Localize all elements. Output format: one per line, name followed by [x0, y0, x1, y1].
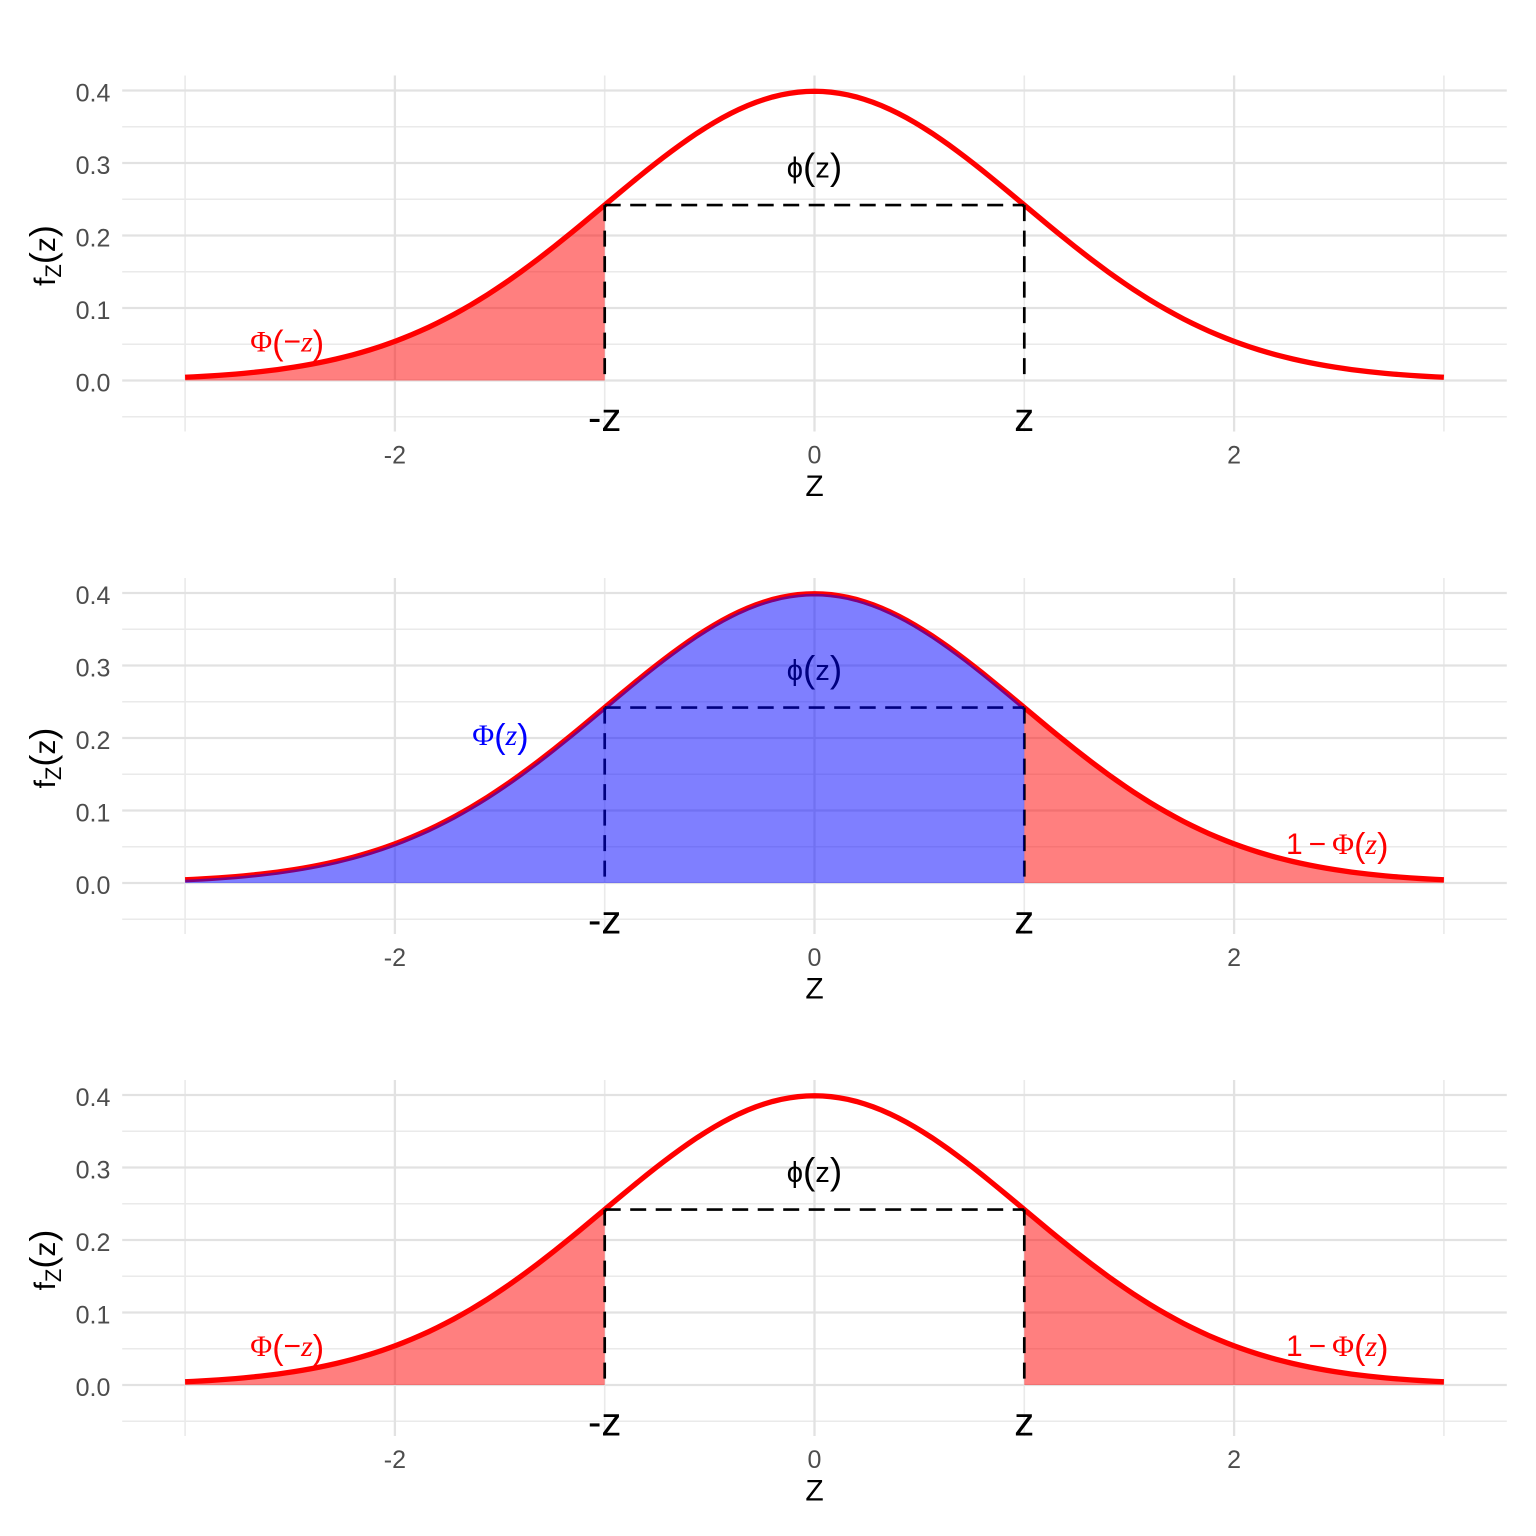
- svg-text:Z: Z: [805, 973, 823, 1006]
- svg-text:-z: -z: [588, 898, 621, 942]
- svg-text:Φ(−z): Φ(−z): [250, 324, 324, 362]
- svg-text:ϕ(z): ϕ(z): [787, 1151, 842, 1192]
- svg-text:-2: -2: [384, 1446, 406, 1474]
- svg-text:0.3: 0.3: [76, 655, 111, 683]
- svg-text:fZ(z): fZ(z): [22, 225, 66, 286]
- svg-text:1 − Φ(z): 1 − Φ(z): [1286, 1329, 1389, 1367]
- svg-text:2: 2: [1227, 944, 1241, 972]
- svg-text:2: 2: [1227, 1446, 1241, 1474]
- svg-text:0.2: 0.2: [76, 1229, 111, 1257]
- svg-text:z: z: [1014, 898, 1034, 942]
- svg-text:0.0: 0.0: [76, 370, 111, 398]
- svg-text:-z: -z: [588, 396, 621, 440]
- svg-text:fZ(z): fZ(z): [22, 728, 66, 789]
- svg-text:-z: -z: [588, 1400, 621, 1444]
- svg-text:fZ(z): fZ(z): [22, 1230, 66, 1291]
- svg-text:0.0: 0.0: [76, 1374, 111, 1402]
- svg-text:0.2: 0.2: [76, 225, 111, 253]
- svg-text:z: z: [1014, 396, 1034, 440]
- svg-text:0.4: 0.4: [76, 1084, 111, 1112]
- svg-text:Z: Z: [805, 1475, 823, 1508]
- svg-text:0: 0: [808, 1446, 822, 1474]
- svg-text:0.4: 0.4: [76, 80, 111, 108]
- svg-text:Φ(z): Φ(z): [472, 718, 528, 756]
- svg-text:Z: Z: [805, 470, 823, 503]
- svg-text:z: z: [1014, 1400, 1034, 1444]
- svg-text:0.1: 0.1: [76, 297, 111, 325]
- svg-text:0.4: 0.4: [76, 582, 111, 610]
- svg-text:0.2: 0.2: [76, 727, 111, 755]
- svg-text:0.3: 0.3: [76, 1157, 111, 1185]
- svg-text:-2: -2: [384, 442, 406, 470]
- svg-text:0.1: 0.1: [76, 1302, 111, 1330]
- svg-text:0: 0: [808, 442, 822, 470]
- svg-text:1 − Φ(z): 1 − Φ(z): [1286, 827, 1389, 865]
- svg-text:0.3: 0.3: [76, 152, 111, 180]
- svg-text:Φ(−z): Φ(−z): [250, 1329, 324, 1367]
- svg-text:0.1: 0.1: [76, 800, 111, 828]
- svg-text:0.0: 0.0: [76, 872, 111, 900]
- svg-text:0: 0: [808, 944, 822, 972]
- svg-text:2: 2: [1227, 442, 1241, 470]
- svg-text:-2: -2: [384, 944, 406, 972]
- svg-text:ϕ(z): ϕ(z): [787, 147, 842, 188]
